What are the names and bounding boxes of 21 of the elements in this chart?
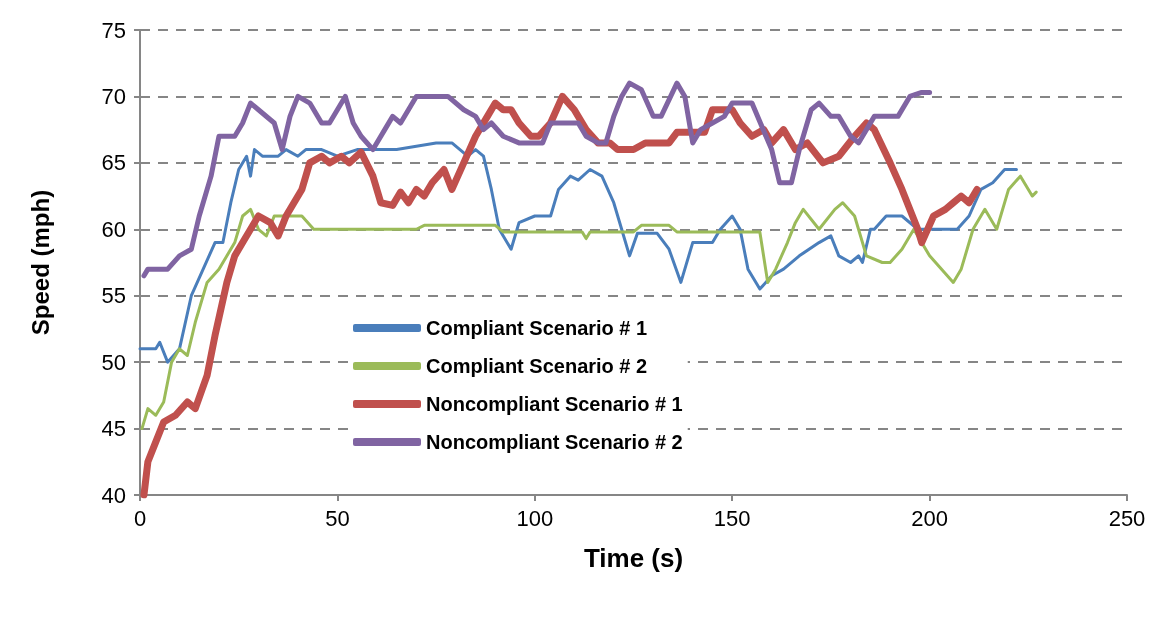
y-tick-label: 70 — [101, 83, 126, 109]
y-tick-label: 65 — [101, 150, 126, 176]
legend-label: Compliant Scenario # 2 — [426, 355, 648, 377]
y-tick-label: 75 — [101, 17, 126, 43]
x-tick-label: 50 — [325, 505, 350, 531]
x-tick-label: 0 — [133, 505, 147, 531]
x-tick-label: 100 — [516, 505, 554, 531]
x-axis-title: Time (s) — [583, 543, 684, 573]
legend-label: Noncompliant Scenario # 2 — [426, 431, 683, 453]
line-series — [140, 174, 1038, 431]
legend-label: Noncompliant Scenario # 1 — [426, 393, 683, 415]
x-tick-label: 150 — [713, 505, 751, 531]
y-tick-label: 45 — [101, 416, 126, 442]
y-tick-label: 60 — [101, 216, 126, 242]
y-tick-label: 55 — [101, 283, 126, 309]
y-tick-label: 50 — [101, 349, 126, 375]
x-tick-label: 200 — [911, 505, 948, 531]
y-tick-label: 40 — [101, 482, 126, 508]
y-axis-title: Speed (mph) — [26, 189, 54, 336]
legend-label: Compliant Scenario # 1 — [426, 317, 648, 339]
x-tick-label: 250 — [1108, 505, 1146, 531]
